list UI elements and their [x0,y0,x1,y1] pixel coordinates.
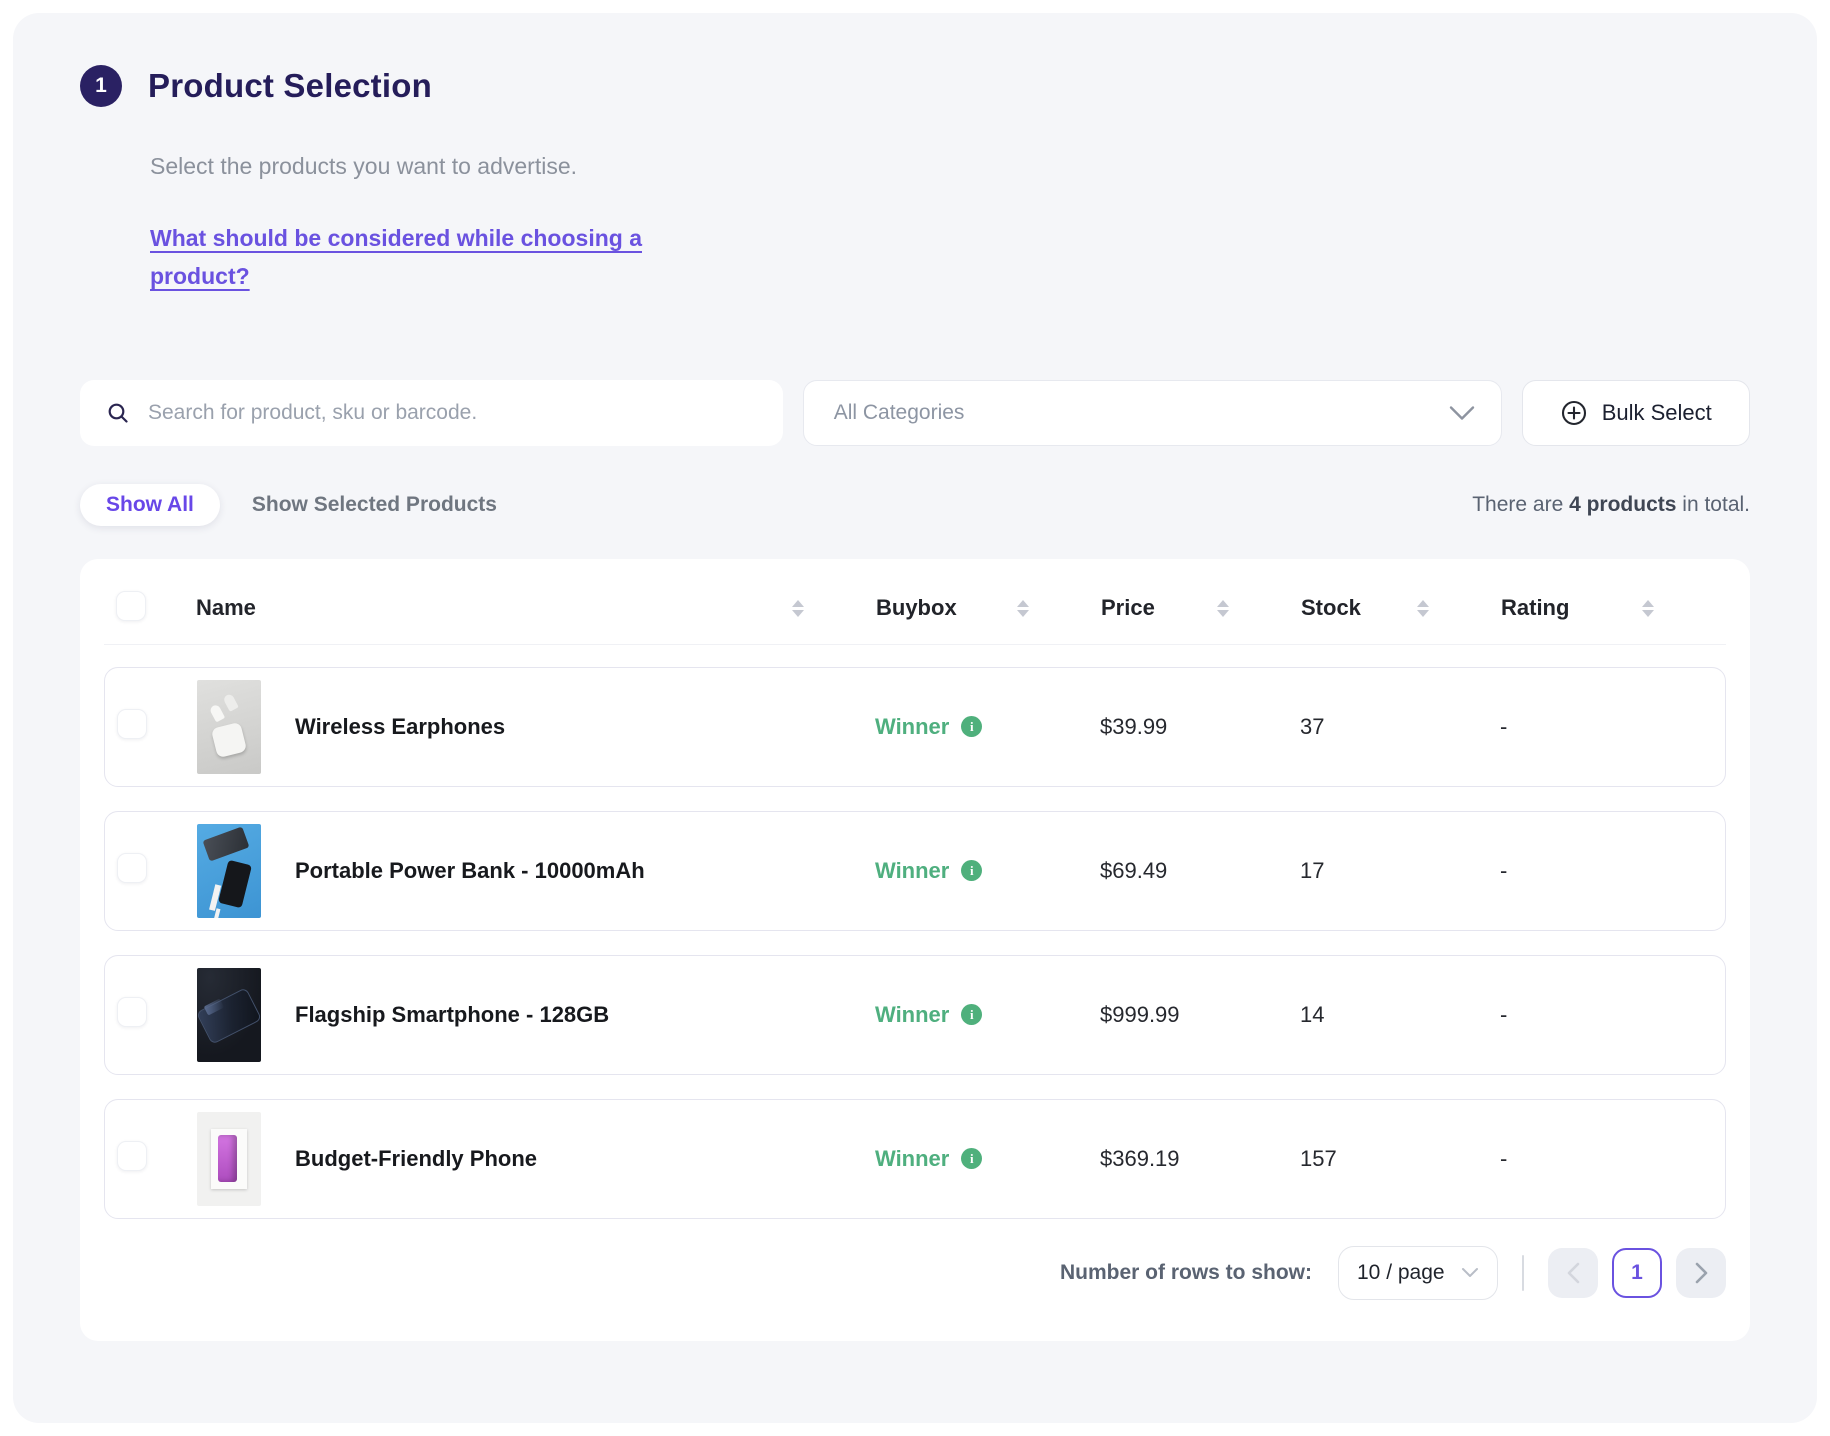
column-header-price: Price [1101,595,1155,621]
product-image [197,1112,261,1206]
sort-stock-icon[interactable] [1417,600,1429,617]
pagination-divider [1522,1255,1524,1291]
product-name: Portable Power Bank - 10000mAh [295,858,645,884]
info-icon[interactable] [961,1004,982,1025]
table-row[interactable]: Budget-Friendly Phone Winner $369.19 157… [104,1099,1726,1219]
chevron-down-icon [1461,1267,1479,1278]
info-icon[interactable] [961,1148,982,1169]
select-all-checkbox[interactable] [116,591,146,621]
pagination: Number of rows to show: 10 / page 1 [104,1225,1726,1321]
table-row[interactable]: Flagship Smartphone - 128GB Winner $999.… [104,955,1726,1075]
next-page-button[interactable] [1676,1248,1726,1298]
filter-controls: All Categories Bulk Select [80,380,1750,446]
info-icon[interactable] [961,860,982,881]
buybox-status: Winner [875,1146,949,1172]
sort-name-icon[interactable] [792,600,804,617]
product-image [197,968,261,1062]
rows-per-page-label: Number of rows to show: [1060,1261,1312,1285]
products-total-count: 4 products [1569,493,1676,516]
step-number-badge: 1 [80,65,122,107]
buybox-status: Winner [875,1002,949,1028]
column-header-rating: Rating [1501,595,1569,621]
bulk-select-label: Bulk Select [1602,400,1712,426]
product-name: Budget-Friendly Phone [295,1146,537,1172]
table-body: Wireless Earphones Winner $39.99 37 - Po… [104,667,1726,1219]
chevron-right-icon [1695,1262,1708,1284]
row-checkbox[interactable] [117,709,147,739]
product-stock: 17 [1300,858,1500,884]
column-header-stock: Stock [1301,595,1361,621]
plus-circle-icon [1560,399,1588,427]
product-stock: 157 [1300,1146,1500,1172]
row-checkbox[interactable] [117,997,147,1027]
sort-price-icon[interactable] [1217,600,1229,617]
products-total: There are 4 products in total. [1472,493,1750,517]
product-price: $369.19 [1100,1146,1300,1172]
sort-rating-icon[interactable] [1642,600,1654,617]
product-price: $999.99 [1100,1002,1300,1028]
product-price: $69.49 [1100,858,1300,884]
product-image [197,680,261,774]
row-checkbox[interactable] [117,853,147,883]
product-price: $39.99 [1100,714,1300,740]
previous-page-button[interactable] [1548,1248,1598,1298]
product-rating: - [1500,714,1725,740]
page-size-select[interactable]: 10 / page [1338,1246,1498,1300]
search-box[interactable] [80,380,783,446]
product-rating: - [1500,858,1725,884]
products-table: Name Buybox Price Stock Rating Wireless … [80,559,1750,1341]
category-select[interactable]: All Categories [803,380,1502,446]
chevron-left-icon [1567,1262,1580,1284]
sort-buybox-icon[interactable] [1017,600,1029,617]
row-checkbox[interactable] [117,1141,147,1171]
product-name: Wireless Earphones [295,714,505,740]
chevron-down-icon [1449,405,1475,420]
product-rating: - [1500,1002,1725,1028]
table-row[interactable]: Wireless Earphones Winner $39.99 37 - [104,667,1726,787]
page-number-button[interactable]: 1 [1612,1248,1662,1298]
product-stock: 37 [1300,714,1500,740]
product-image [197,824,261,918]
page-size-value: 10 / page [1357,1261,1445,1285]
product-stock: 14 [1300,1002,1500,1028]
buybox-status: Winner [875,858,949,884]
table-header: Name Buybox Price Stock Rating [104,573,1726,645]
product-name: Flagship Smartphone - 128GB [295,1002,609,1028]
info-icon[interactable] [961,716,982,737]
search-input[interactable] [148,401,757,425]
buybox-status: Winner [875,714,949,740]
category-select-value: All Categories [834,401,965,425]
page-title: Product Selection [148,67,432,105]
table-row[interactable]: Portable Power Bank - 10000mAh Winner $6… [104,811,1726,931]
tab-show-selected-products[interactable]: Show Selected Products [252,493,497,517]
column-header-buybox: Buybox [876,595,957,621]
column-header-name: Name [196,595,256,621]
product-rating: - [1500,1146,1725,1172]
page-subtitle: Select the products you want to advertis… [150,153,1750,180]
help-link[interactable]: What should be considered while choosing… [150,220,710,296]
step-header: 1 Product Selection [80,65,1750,107]
tabs-row: Show All Show Selected Products There ar… [80,484,1750,526]
search-icon [106,401,130,425]
product-selection-panel: 1 Product Selection Select the products … [13,13,1817,1423]
bulk-select-button[interactable]: Bulk Select [1522,380,1751,446]
tab-show-all[interactable]: Show All [80,484,220,526]
